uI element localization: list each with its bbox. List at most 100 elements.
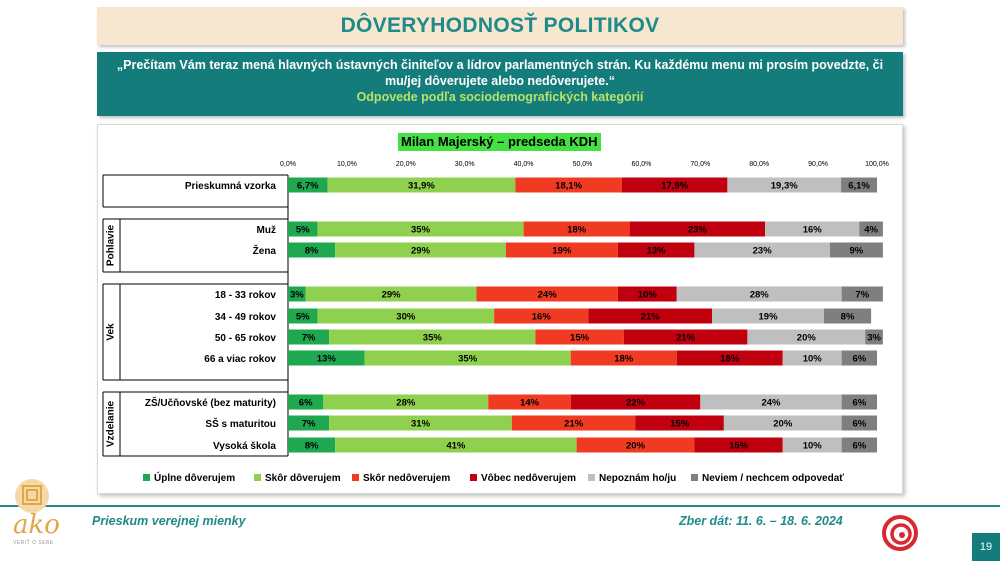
bar-segment (323, 394, 489, 410)
bar-segment (841, 350, 877, 366)
legend-label: Neviem / nechcem odpovedať (702, 473, 844, 484)
data-label: 28% (750, 290, 770, 301)
bar-segment (865, 329, 883, 345)
footer-date-label: Zber dát: 11. 6. – 18. 6. 2024 (679, 514, 843, 528)
legend-swatch (588, 474, 595, 481)
data-label: 19,3% (771, 181, 798, 192)
bar-segment (723, 415, 842, 431)
bar-segment (694, 437, 783, 453)
data-label: 8% (305, 246, 319, 257)
legend-label: Nepoznám ho/ju (599, 473, 676, 484)
data-label: 18% (720, 354, 740, 365)
bar-segment (329, 329, 536, 345)
group-label: Vek (106, 323, 117, 341)
slide-title: DÔVERYHODNOSŤ POLITIKOV (340, 14, 660, 37)
page-number: 19 (972, 533, 1000, 561)
bar-segment (712, 308, 824, 324)
x-tick-label: 10,0% (337, 161, 357, 168)
x-tick-label: 40,0% (514, 161, 534, 168)
x-tick-label: 30,0% (455, 161, 475, 168)
data-label: 5% (296, 225, 310, 236)
data-label: 24% (761, 398, 781, 409)
bar-segment (494, 308, 589, 324)
legend-swatch (254, 474, 261, 481)
x-tick-label: 50,0% (573, 161, 593, 168)
bar-segment (841, 394, 877, 410)
data-label: 10% (803, 441, 823, 452)
row-label: 50 - 65 rokov (215, 333, 277, 344)
bar-segment (288, 350, 365, 366)
data-label: 23% (753, 246, 773, 257)
data-label: 6,7% (297, 181, 319, 192)
bar-segment (288, 242, 336, 258)
data-label: 13% (647, 246, 667, 257)
bar-segment (576, 437, 695, 453)
bar-segment (676, 350, 783, 366)
legend-swatch (352, 474, 359, 481)
x-tick-label: 20,0% (396, 161, 416, 168)
bar-segment (515, 177, 622, 193)
x-tick-label: 80,0% (749, 161, 769, 168)
bar-segment (523, 221, 630, 237)
data-label: 15% (729, 441, 749, 452)
row-label: 18 - 33 rokov (215, 290, 277, 301)
bar-segment (747, 329, 866, 345)
ako-logo-icon (15, 479, 49, 513)
bar-segment (288, 437, 336, 453)
data-label: 21% (564, 419, 584, 430)
data-label: 18% (614, 354, 634, 365)
data-label: 22% (626, 398, 646, 409)
data-label: 31,9% (408, 181, 435, 192)
footer-survey-label: Prieskum verejnej mienky (92, 514, 246, 528)
bar-segment (288, 308, 318, 324)
bar-segment (305, 286, 477, 302)
data-label: 3% (867, 333, 881, 344)
bar-segment (570, 394, 701, 410)
bar-segment (327, 177, 516, 193)
row-label: Prieskumná vzorka (185, 181, 277, 192)
data-label: 7% (302, 333, 316, 344)
data-label: 20% (626, 441, 646, 452)
data-label: 17,9% (661, 181, 688, 192)
data-label: 18% (567, 225, 587, 236)
bar-segment (488, 394, 571, 410)
data-label: 21% (676, 333, 696, 344)
data-label: 10% (803, 354, 823, 365)
bar-segment (727, 177, 842, 193)
bar-segment (288, 415, 330, 431)
bar-segment (617, 242, 695, 258)
data-label: 31% (411, 419, 431, 430)
data-label: 6% (299, 398, 313, 409)
row-label: 34 - 49 rokov (215, 312, 277, 323)
data-label: 24% (538, 290, 558, 301)
bar-segment (676, 286, 842, 302)
bar-segment (588, 308, 713, 324)
logo-wordmark: ako (13, 510, 60, 540)
data-label: 19% (759, 312, 779, 323)
row-label: 66 a viac rokov (204, 354, 276, 365)
data-label: 6% (852, 354, 866, 365)
bar-segment (841, 415, 877, 431)
bar-segment (765, 221, 860, 237)
slide-title-box: DÔVERYHODNOSŤ POLITIKOV (97, 7, 903, 45)
data-label: 9% (850, 246, 864, 257)
row-label: Muž (257, 225, 276, 236)
bar-segment (859, 221, 883, 237)
data-label: 29% (382, 290, 402, 301)
row-label: Vysoká škola (213, 441, 276, 452)
bar-segment (329, 415, 512, 431)
x-tick-label: 0,0% (280, 161, 296, 168)
data-label: 15% (670, 419, 690, 430)
row-label: ZŠ/Učňovské (bez maturity) (145, 396, 276, 409)
bar-segment (782, 437, 842, 453)
partner-swirl-logo-icon (882, 515, 918, 551)
logo-tagline: VERIŤ O SEBE (13, 540, 54, 546)
data-label: 29% (411, 246, 431, 257)
data-label: 8% (841, 312, 855, 323)
data-label: 20% (773, 419, 793, 430)
legend-label: Skôr dôverujem (265, 473, 341, 484)
bar-segment (841, 286, 883, 302)
data-label: 20% (797, 333, 817, 344)
bar-segment (621, 177, 728, 193)
